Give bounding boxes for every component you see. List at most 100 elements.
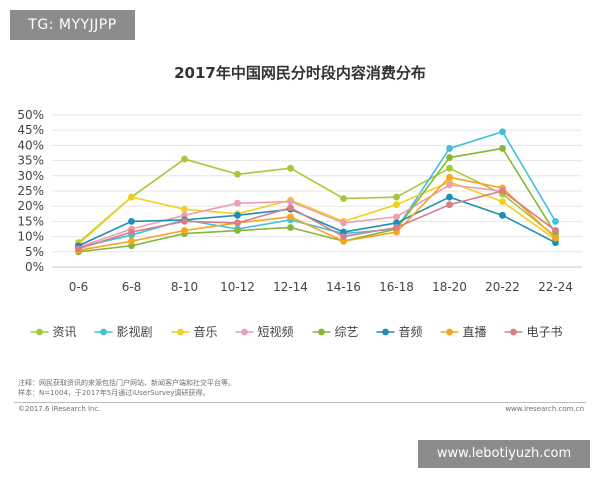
- series-电子书: [75, 187, 559, 253]
- data-point: [128, 237, 135, 245]
- y-tick-label: 35%: [17, 154, 44, 168]
- legend: 资讯 影视剧 音乐 短视频 综艺 音频 直播 电子书: [30, 324, 563, 339]
- series-lines: [75, 128, 559, 256]
- series-资讯: [75, 155, 559, 247]
- series-line: [78, 147, 557, 253]
- x-tick-label: 14-16: [326, 280, 361, 294]
- data-point: [393, 201, 400, 209]
- data-point: [552, 227, 559, 234]
- data-point: [287, 224, 294, 231]
- series-line: [78, 184, 556, 248]
- legend-item: 资讯: [30, 325, 77, 339]
- legend-label: 资讯: [53, 325, 77, 339]
- legend-swatch-dot: [382, 328, 389, 336]
- y-tick-label: 25%: [17, 184, 44, 198]
- note-line-1: 注释：网民获取资讯的来源包括门户网站、新闻客户端和社交平台等。: [18, 379, 235, 387]
- data-point: [499, 145, 506, 152]
- data-point: [446, 181, 453, 189]
- legend-label: 音乐: [194, 324, 218, 339]
- legend-item: 直播: [440, 325, 487, 339]
- watermark-badge: www.lebotiyuzh.com: [418, 440, 590, 468]
- legend-item: 短视频: [235, 324, 294, 339]
- series-line: [78, 190, 556, 250]
- x-tick-label: 16-18: [379, 280, 414, 294]
- y-tick-label: 45%: [17, 123, 44, 137]
- data-point: [446, 193, 453, 201]
- data-point: [287, 198, 294, 206]
- data-point: [181, 155, 188, 163]
- legend-swatch-dot: [100, 328, 107, 336]
- data-point: [340, 219, 347, 227]
- footer-copyright: ©2017.6 iResearch Inc.: [18, 405, 101, 413]
- data-point: [287, 204, 294, 212]
- line-chart: 0%5%10% 15%20%25%30%35% 40%45%50% 0-6 6-8 8-…: [17, 108, 582, 339]
- legend-swatch-dot: [177, 328, 184, 336]
- y-tick-label: 20%: [17, 199, 44, 213]
- series-line: [78, 196, 556, 247]
- data-point: [234, 170, 241, 178]
- data-point: [499, 128, 506, 136]
- data-point: [181, 218, 188, 225]
- legend-label: 综艺: [335, 325, 359, 339]
- legend-label: 直播: [463, 325, 487, 339]
- data-point: [446, 154, 453, 161]
- x-tick-label: 6-8: [122, 280, 142, 294]
- data-point: [552, 218, 559, 225]
- data-point: [287, 164, 294, 172]
- legend-item: 综艺: [312, 325, 359, 339]
- y-tick-label: 5%: [25, 245, 44, 259]
- y-tick-label: 50%: [17, 108, 44, 122]
- y-tick-label: 30%: [17, 169, 44, 183]
- data-point: [128, 193, 135, 201]
- x-tick-label: 18-20: [432, 280, 467, 294]
- legend-swatch-dot: [446, 328, 453, 336]
- data-point: [499, 211, 506, 219]
- data-point: [234, 219, 241, 227]
- legend-item: 影视剧: [94, 324, 153, 339]
- data-point: [128, 228, 135, 236]
- legend-swatch-dot: [241, 328, 248, 336]
- footer-website: www.iresearch.com.cn: [505, 405, 584, 413]
- legend-label: 电子书: [527, 325, 563, 339]
- data-point: [234, 199, 241, 207]
- legend-item: 音乐: [171, 324, 218, 339]
- chart-note: 注释：网民获取资讯的来源包括门户网站、新闻客户端和社交平台等。 样本：N=100…: [18, 378, 235, 398]
- data-point: [75, 245, 82, 253]
- x-tick-labels: 0-6 6-8 8-10 10-12 12-14 14-16 16-18 18-20 20-22…: [69, 280, 573, 294]
- series-短视频: [75, 181, 559, 251]
- series-line: [77, 158, 557, 244]
- data-point: [446, 145, 453, 152]
- data-point: [340, 233, 347, 241]
- data-point: [181, 227, 188, 234]
- x-tick-label: 0-6: [69, 280, 89, 294]
- data-point: [340, 195, 347, 203]
- data-point: [287, 213, 294, 221]
- top-left-tag: TG: MYYJJPP: [10, 10, 135, 40]
- legend-label: 音频: [399, 324, 423, 339]
- x-tick-label: 10-12: [220, 280, 255, 294]
- y-tick-labels: 0%5%10% 15%20%25%30%35% 40%45%50%: [17, 108, 44, 274]
- y-tick-label: 0%: [25, 260, 44, 274]
- legend-item: 电子书: [504, 325, 563, 339]
- y-tick-label: 40%: [17, 138, 44, 152]
- data-point: [446, 201, 453, 209]
- data-point: [128, 218, 135, 225]
- data-point: [499, 187, 506, 195]
- x-tick-label: 22-24: [538, 280, 573, 294]
- data-point: [446, 164, 453, 172]
- legend-label: 短视频: [258, 324, 294, 339]
- series-line: [77, 181, 556, 245]
- x-tick-label: 12-14: [273, 280, 308, 294]
- data-point: [446, 173, 453, 181]
- footer-divider: [14, 402, 586, 403]
- y-tick-label: 15%: [17, 214, 44, 228]
- legend-item: 音频: [376, 324, 423, 339]
- data-point: [234, 227, 241, 234]
- data-point: [234, 211, 241, 219]
- chart-title: 2017年中国网民分时段内容消费分布: [174, 64, 426, 82]
- legend-swatch-dot: [510, 328, 517, 336]
- data-point: [393, 193, 400, 201]
- legend-swatch-dot: [36, 328, 43, 336]
- data-point: [181, 205, 188, 213]
- x-tick-label: 20-22: [485, 280, 520, 294]
